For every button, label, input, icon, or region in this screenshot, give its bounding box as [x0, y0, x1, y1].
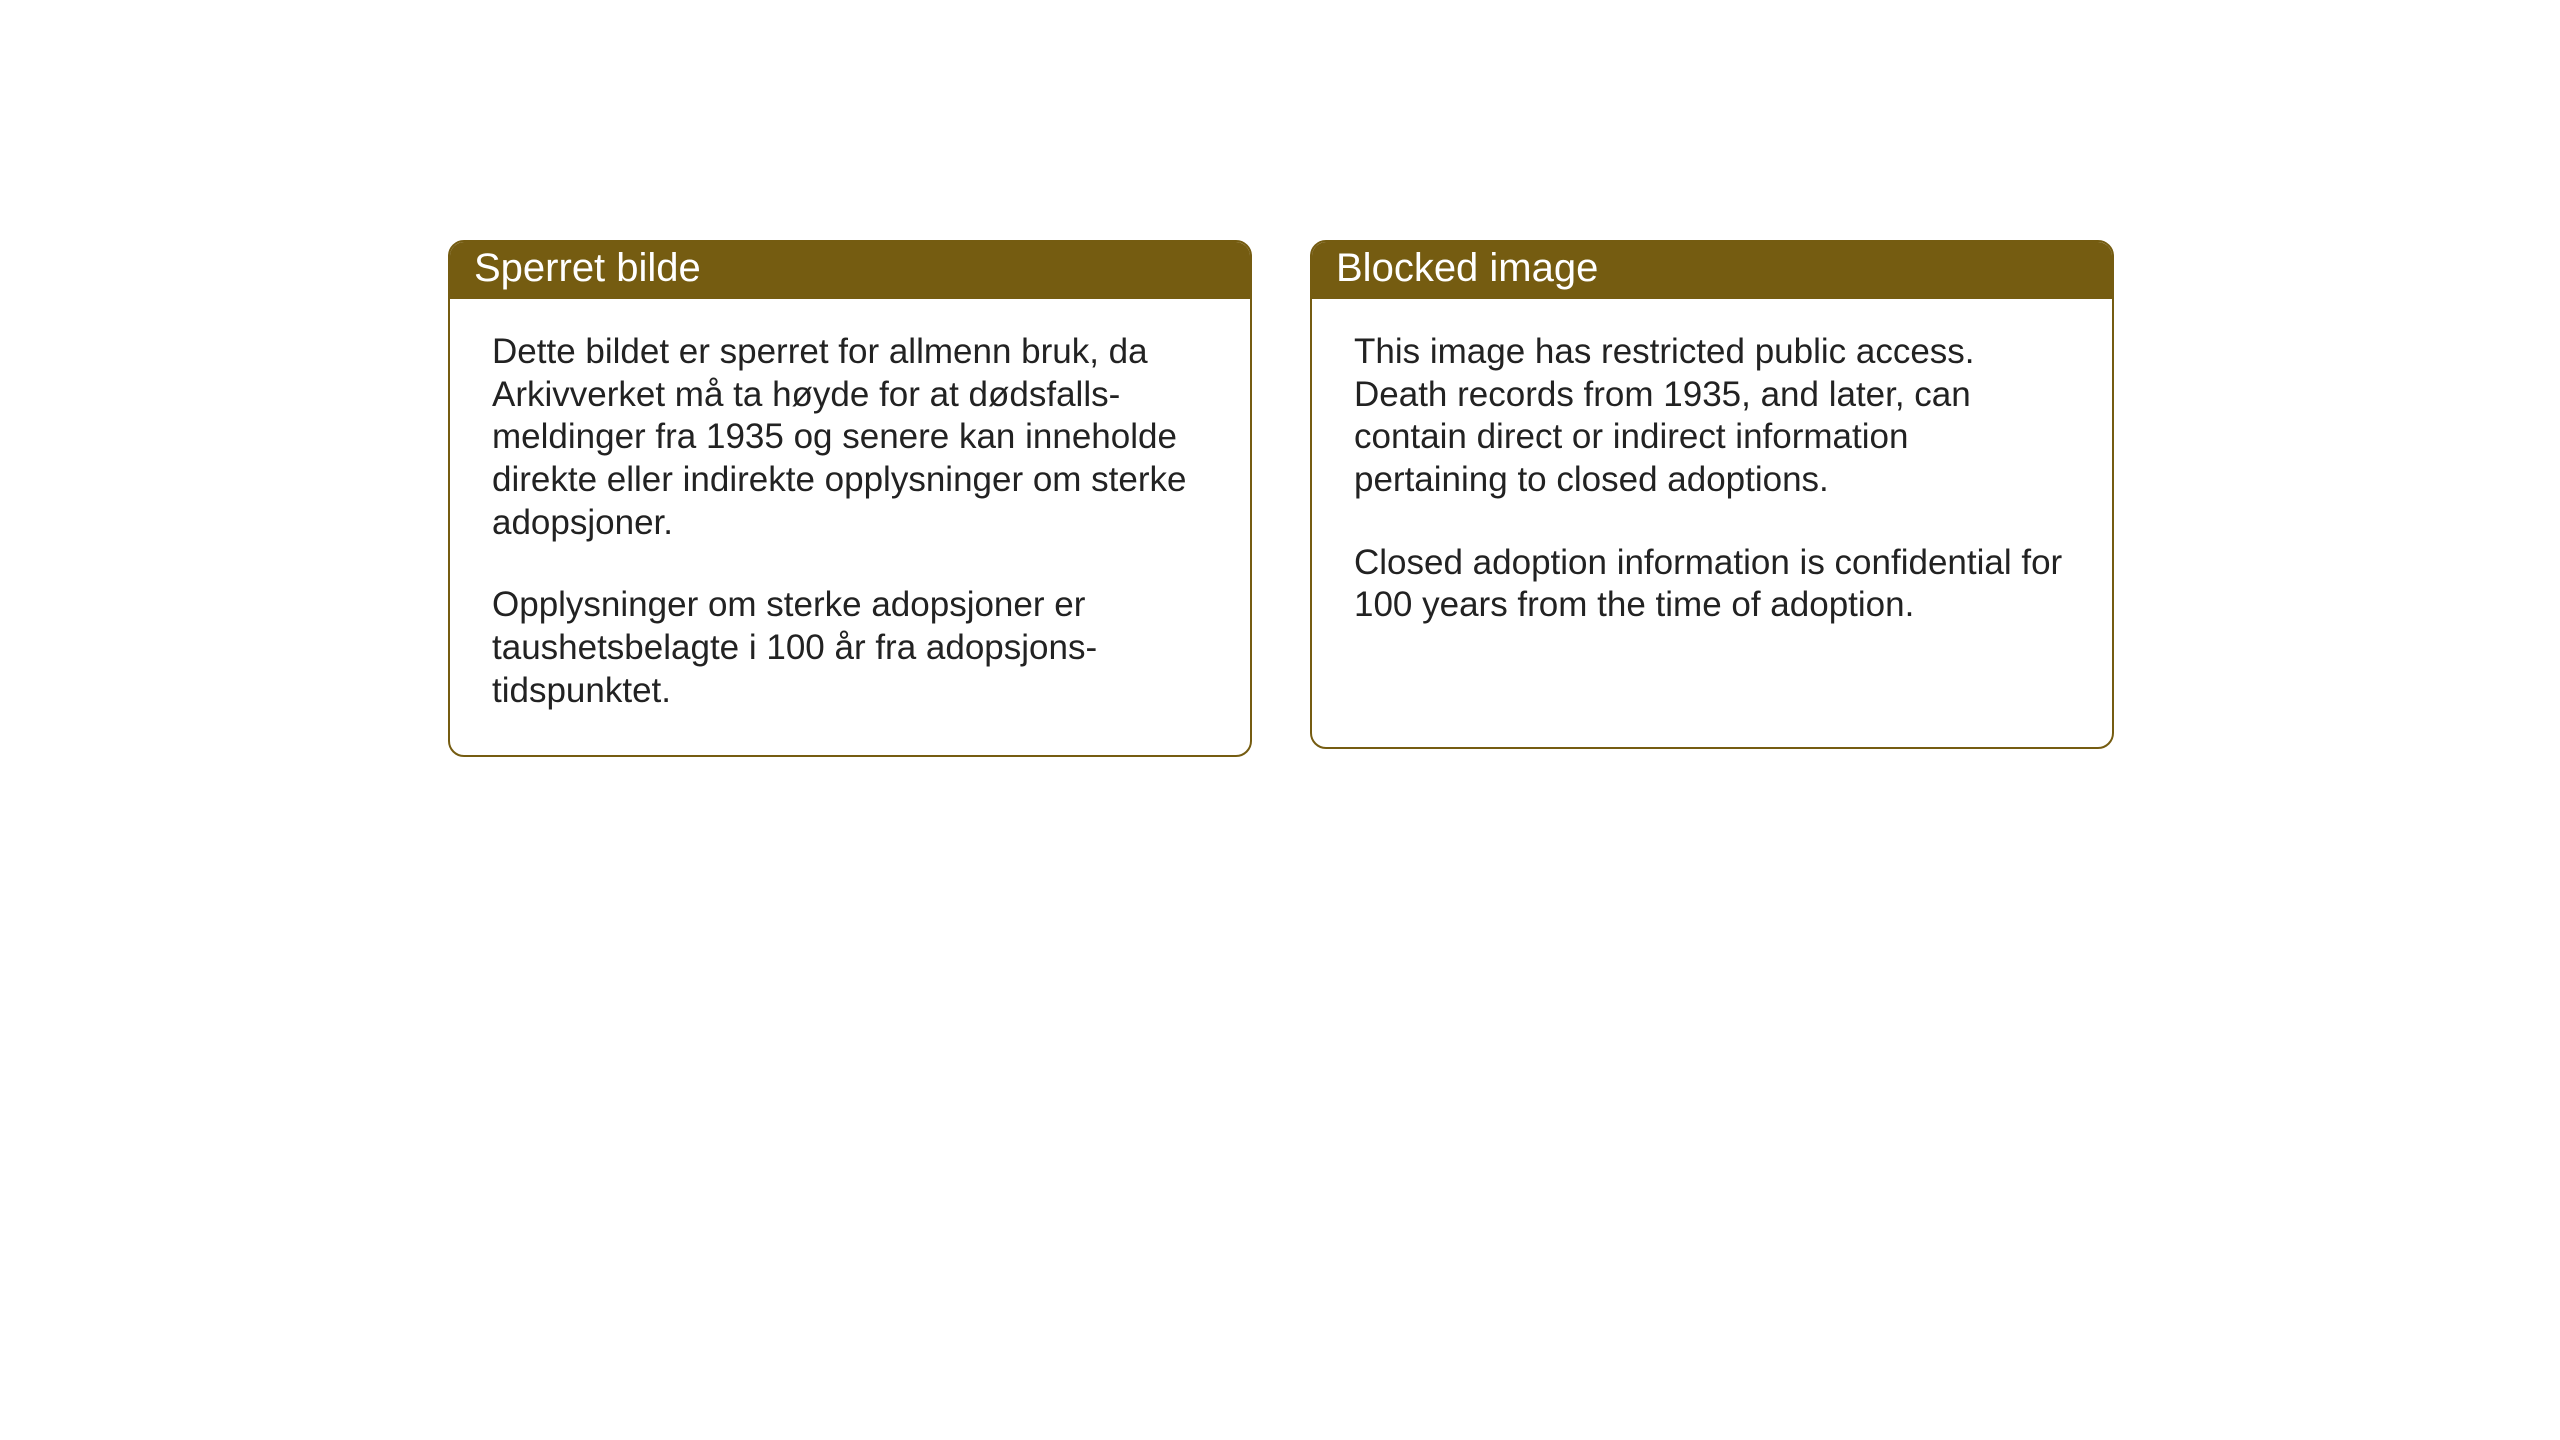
notice-paragraph-norwegian-2: Opplysninger om sterke adopsjoner er tau… [492, 584, 1208, 712]
notice-title-english: Blocked image [1336, 246, 1598, 290]
notice-container: Sperret bilde Dette bildet er sperret fo… [0, 0, 2560, 757]
notice-paragraph-english-1: This image has restricted public access.… [1354, 331, 2070, 502]
notice-paragraph-english-2: Closed adoption information is confident… [1354, 542, 2070, 627]
notice-paragraph-norwegian-1: Dette bildet er sperret for allmenn bruk… [492, 331, 1208, 544]
notice-body-norwegian: Dette bildet er sperret for allmenn bruk… [450, 299, 1250, 755]
notice-body-english: This image has restricted public access.… [1312, 299, 2112, 669]
notice-card-norwegian: Sperret bilde Dette bildet er sperret fo… [448, 240, 1252, 757]
notice-title-norwegian: Sperret bilde [474, 246, 701, 290]
notice-card-english: Blocked image This image has restricted … [1310, 240, 2114, 749]
notice-header-english: Blocked image [1312, 242, 2112, 299]
notice-header-norwegian: Sperret bilde [450, 242, 1250, 299]
